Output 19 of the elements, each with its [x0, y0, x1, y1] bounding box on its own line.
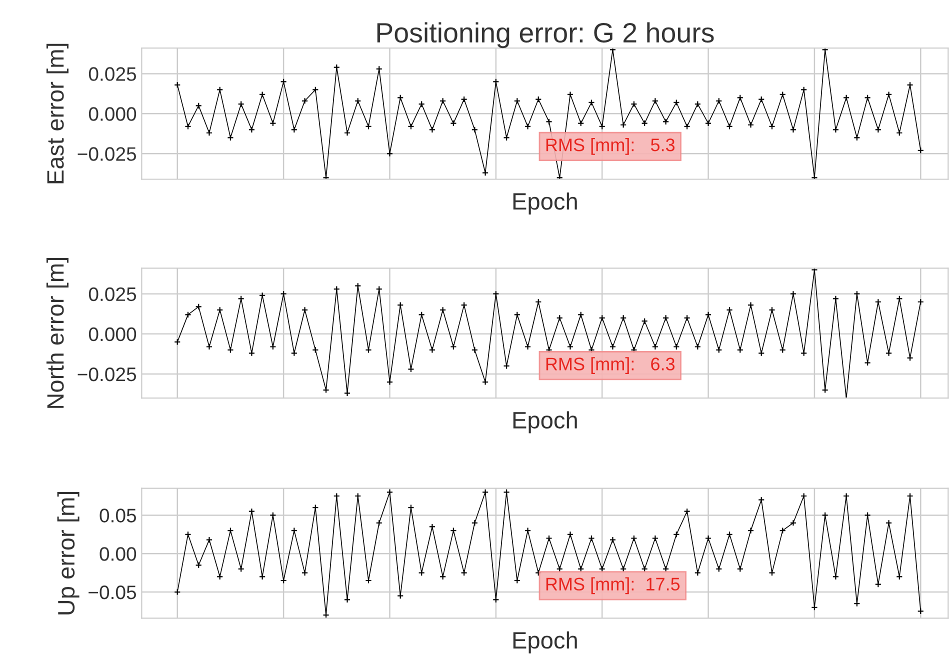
annotation: RMS [mm]: 6.3 [546, 357, 675, 374]
y-axis-title: Up error [m] [57, 492, 80, 614]
y-axis-title: North error [m] [46, 258, 68, 408]
x-axis-title: Epoch [513, 411, 577, 434]
y-tick-label: 0.00 [100, 547, 136, 561]
y-tick-label: −0.025 [78, 147, 136, 161]
y-tick-label: −0.05 [88, 585, 136, 600]
chart-title: Positioning error: G 2 hours [377, 22, 714, 48]
x-axis-title: Epoch [513, 631, 577, 654]
y-tick-label: 0.05 [100, 508, 136, 522]
y-tick-label: 0.025 [88, 287, 136, 302]
y-tick-label: 0.025 [88, 67, 136, 81]
x-axis-title: Epoch [513, 192, 577, 214]
y-tick-label: 0.000 [88, 327, 136, 342]
annotation: RMS [mm]: 17.5 [546, 577, 680, 594]
annotation: RMS [mm]: 5.3 [546, 138, 675, 155]
y-tick-label: 0.000 [88, 107, 136, 121]
y-axis-title: East error [m] [46, 44, 68, 184]
y-tick-label: −0.025 [78, 367, 136, 382]
